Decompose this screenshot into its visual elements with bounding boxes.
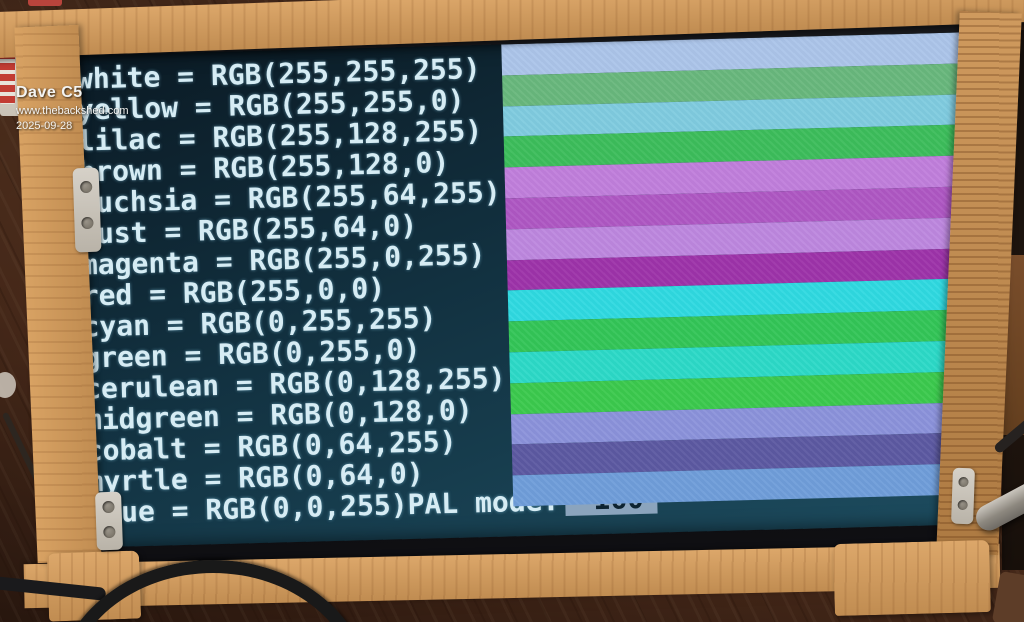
watermark-author: Dave C5 bbox=[16, 84, 83, 101]
screen-text-line: blue = RGB(0,0,255) bbox=[86, 488, 409, 530]
light-object-on-table bbox=[0, 372, 16, 398]
bracket-hole bbox=[80, 181, 93, 194]
color-list: white = RGB(255,255,255) yellow = RGB(25… bbox=[76, 51, 658, 530]
bracket-hole bbox=[957, 500, 968, 511]
mounting-bracket-right bbox=[951, 467, 975, 525]
test-screen: white = RGB(255,255,255) yellow = RGB(25… bbox=[71, 32, 984, 548]
red-object-top-edge bbox=[28, 0, 62, 6]
red-striped-object bbox=[0, 52, 15, 104]
mounting-bracket-bottom-left bbox=[94, 491, 124, 551]
color-bar-column bbox=[501, 32, 984, 507]
mounting-bracket-top-left bbox=[72, 167, 102, 253]
bracket-hole bbox=[958, 476, 969, 488]
bracket-hole bbox=[81, 216, 94, 229]
wood-right-foot-block bbox=[833, 539, 991, 617]
monitor-bezel: white = RGB(255,255,255) yellow = RGB(25… bbox=[47, 15, 999, 587]
watermark-site: www.thebackshed.com bbox=[16, 105, 129, 118]
bracket-hole bbox=[103, 525, 116, 538]
watermark: Dave C5 www.thebackshed.com 2025-09-28 bbox=[16, 84, 129, 133]
bracket-hole bbox=[102, 501, 115, 514]
watermark-date: 2025-09-28 bbox=[16, 120, 73, 133]
